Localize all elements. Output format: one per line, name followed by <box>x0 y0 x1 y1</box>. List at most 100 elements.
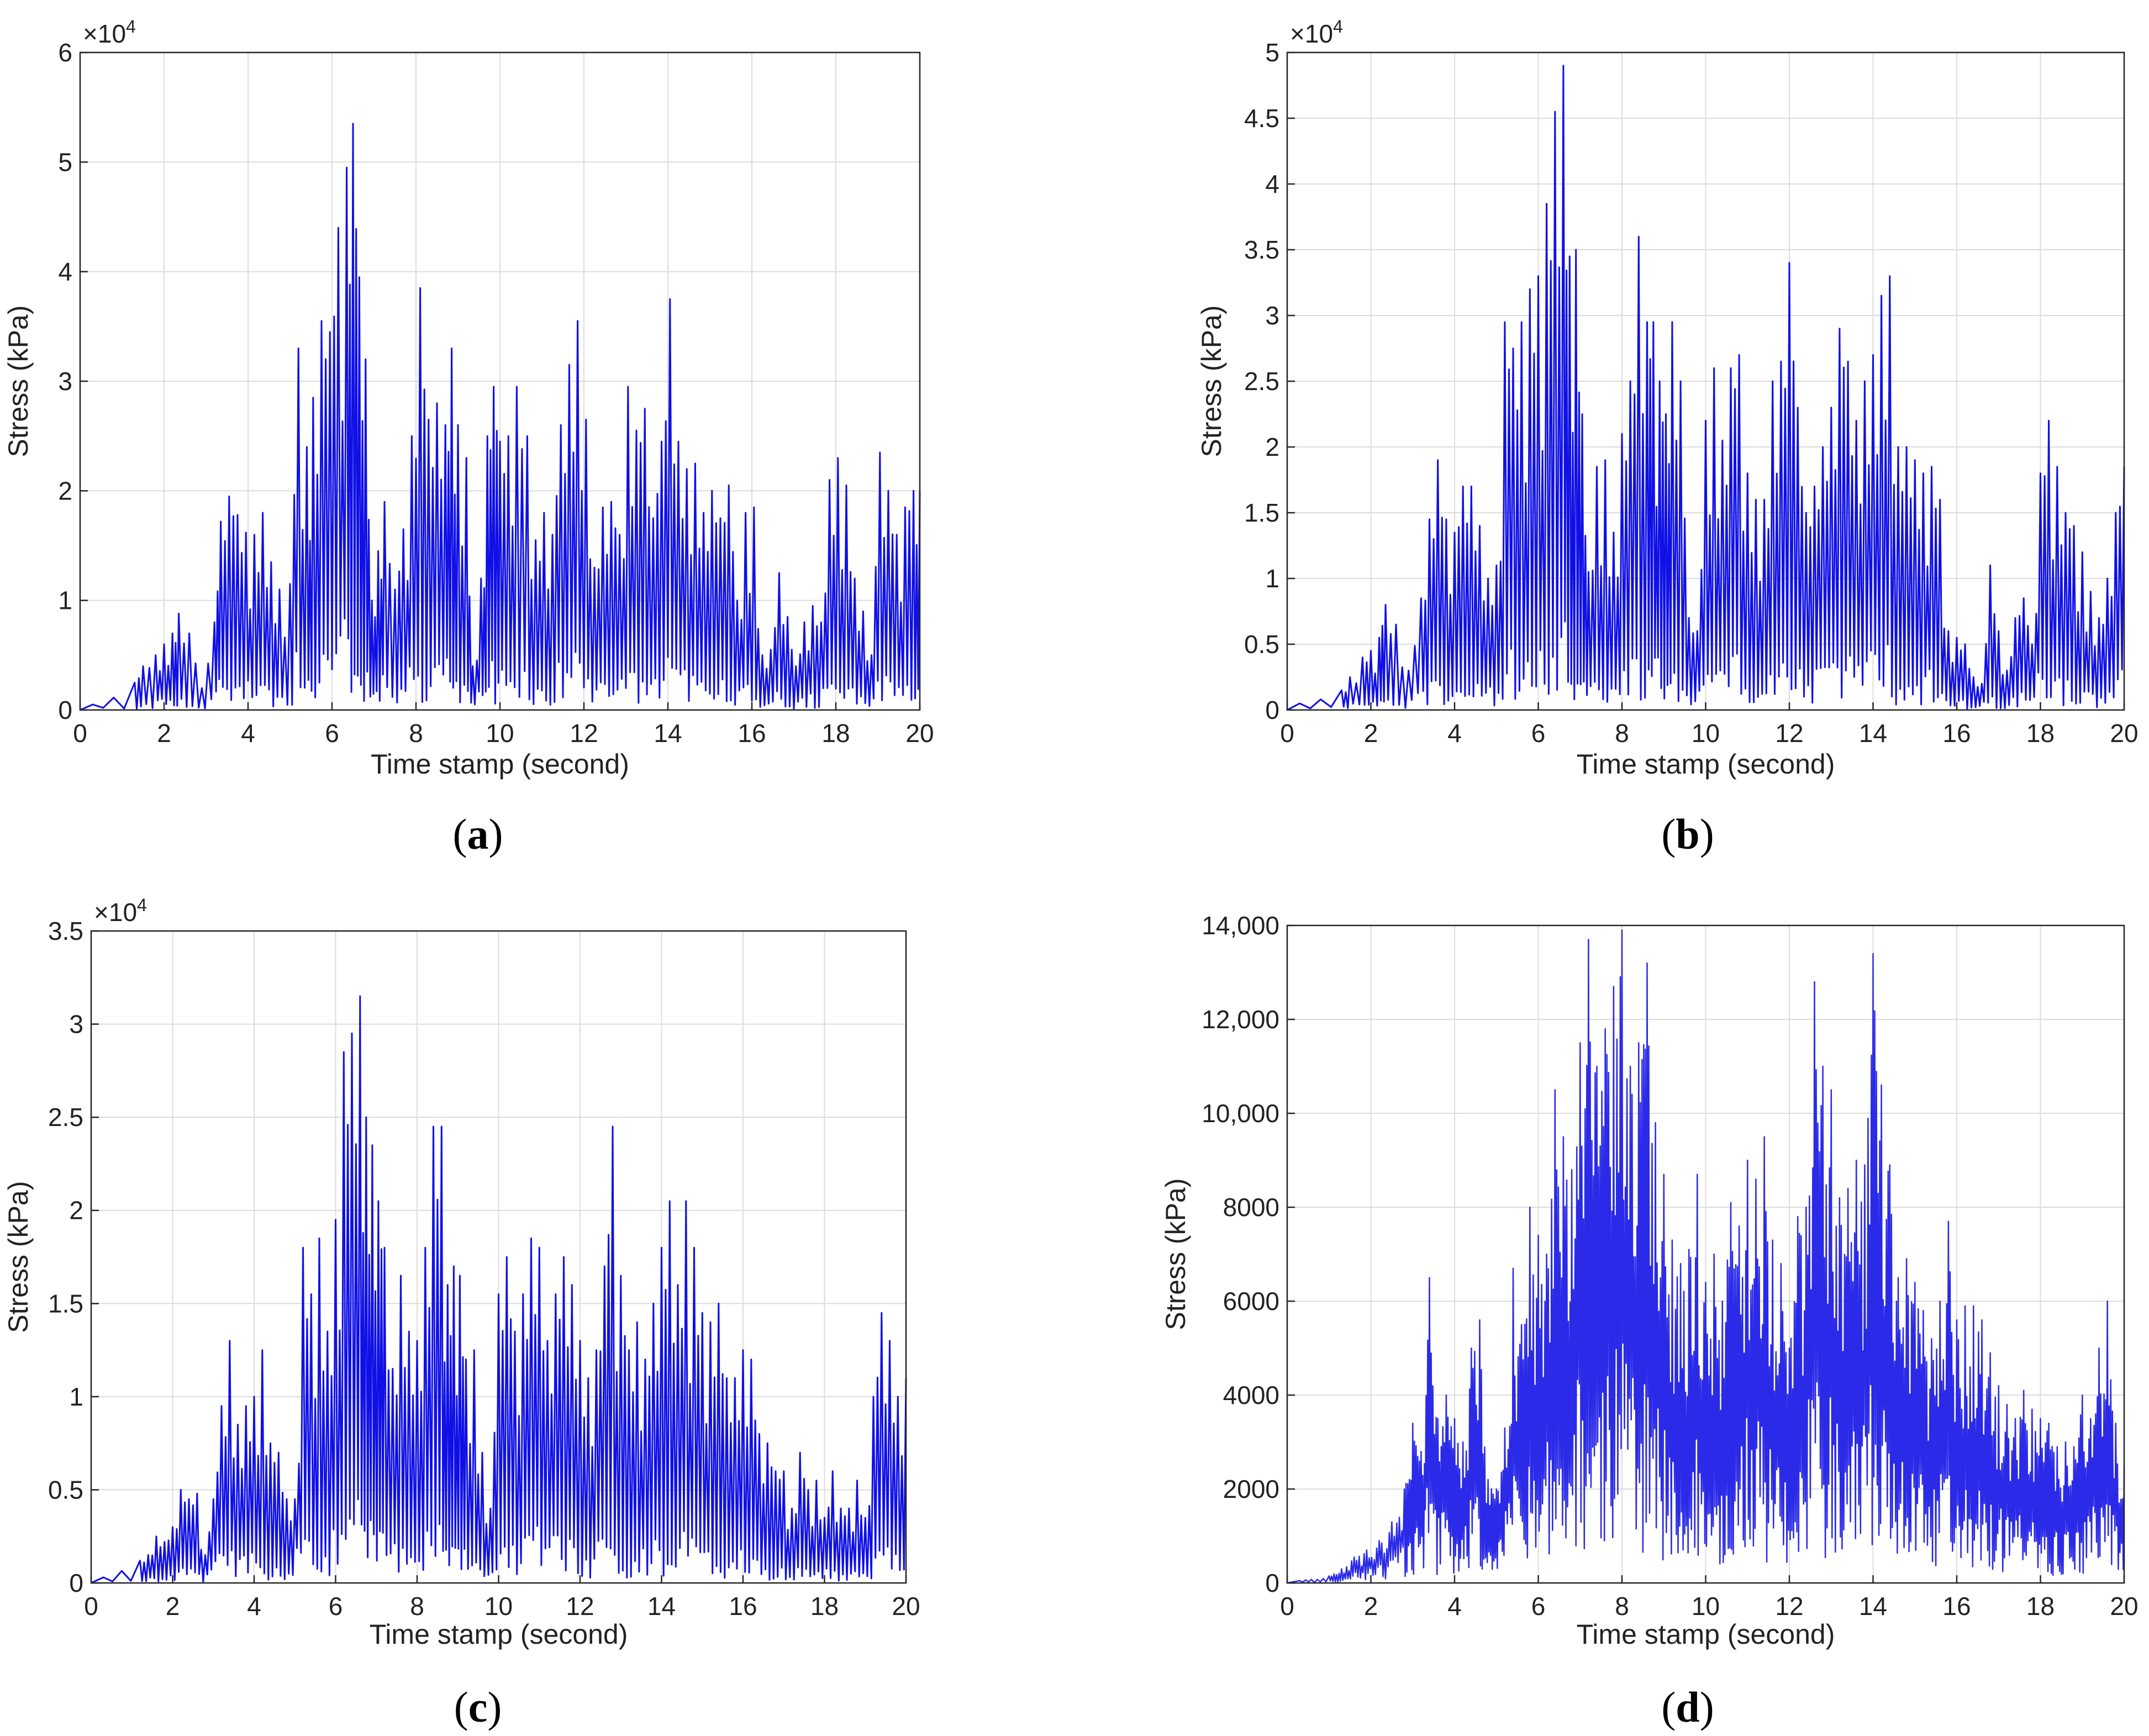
x-tick-label: 16 <box>729 1592 757 1621</box>
y-tick-label: 4.5 <box>1244 104 1279 133</box>
y-axis-title: Stress (kPa) <box>1160 1178 1191 1330</box>
y-tick-label: 8000 <box>1223 1193 1279 1222</box>
x-tick-label: 18 <box>821 719 850 748</box>
x-tick-label: 14 <box>647 1592 676 1621</box>
y-exponent-label: ×104 <box>83 17 136 48</box>
x-tick-label: 10 <box>1692 1592 1720 1621</box>
x-axis: 0 2 4 6 8 10 12 14 16 18 20 <box>73 702 934 748</box>
x-axis: 0 2 4 6 8 10 12 14 16 18 20 <box>84 1575 920 1621</box>
x-axis-title: Time stamp (second) <box>370 1619 628 1650</box>
chart-panel-c: 0 2 4 6 8 10 12 14 16 18 20 0 0.5 1 1.5 2 2.5 3 3.5 ×104 Tim… <box>3 895 920 1650</box>
y-tick-label: 3 <box>58 367 72 396</box>
x-tick-label: 0 <box>1280 1592 1294 1621</box>
y-tick-label: 2 <box>69 1196 83 1225</box>
y-tick-label: 5 <box>1265 38 1279 67</box>
x-tick-label: 16 <box>1942 719 1971 748</box>
x-tick-label: 18 <box>810 1592 839 1621</box>
y-tick-label: 10,000 <box>1202 1099 1279 1128</box>
y-axis-title: Stress (kPa) <box>3 305 34 457</box>
x-tick-label: 14 <box>1859 719 1887 748</box>
caption-d: (d) <box>1661 1683 1714 1731</box>
series-line-stress <box>1287 929 2125 1584</box>
x-tick-label: 8 <box>1615 1592 1629 1621</box>
y-axis-title: Stress (kPa) <box>3 1181 34 1333</box>
y-tick-label: 6000 <box>1223 1287 1279 1316</box>
y-axis: 0 0.5 1 1.5 2 2.5 3 3.5 <box>48 917 99 1597</box>
y-axis-title: Stress (kPa) <box>1196 305 1227 457</box>
x-tick-label: 10 <box>484 1592 513 1621</box>
y-tick-label: 0 <box>58 696 72 724</box>
y-axis: 0 1 2 3 4 5 6 <box>58 38 88 724</box>
x-axis-title: Time stamp (second) <box>1577 1619 1835 1650</box>
y-tick-label: 4 <box>58 257 72 286</box>
y-tick-label: 2.5 <box>48 1103 83 1132</box>
x-tick-label: 6 <box>325 719 339 748</box>
x-tick-label: 0 <box>1280 719 1294 748</box>
x-tick-label: 10 <box>486 719 514 748</box>
x-tick-label: 12 <box>1775 719 1803 748</box>
x-axis: 0 2 4 6 8 10 12 14 16 18 20 <box>1280 1575 2139 1621</box>
x-tick-label: 18 <box>2026 719 2055 748</box>
x-tick-label: 20 <box>905 719 934 748</box>
x-tick-label: 14 <box>1859 1592 1887 1621</box>
x-tick-label: 2 <box>1364 1592 1378 1621</box>
x-axis-title: Time stamp (second) <box>1577 749 1835 780</box>
x-tick-label: 2 <box>157 719 171 748</box>
x-tick-label: 12 <box>570 719 598 748</box>
x-axis-title: Time stamp (second) <box>371 749 629 780</box>
y-tick-label: 3 <box>1265 301 1279 330</box>
y-tick-label: 0 <box>1265 696 1279 724</box>
x-tick-label: 6 <box>329 1592 343 1621</box>
x-tick-label: 14 <box>654 719 682 748</box>
y-tick-label: 12,000 <box>1202 1005 1279 1034</box>
x-tick-label: 12 <box>566 1592 594 1621</box>
y-tick-label: 3.5 <box>48 917 83 945</box>
x-tick-label: 4 <box>247 1592 261 1621</box>
x-tick-label: 6 <box>1531 1592 1546 1621</box>
x-tick-label: 20 <box>892 1592 920 1621</box>
y-tick-label: 2 <box>1265 433 1279 461</box>
x-tick-label: 2 <box>166 1592 180 1621</box>
x-tick-label: 16 <box>738 719 766 748</box>
x-tick-label: 0 <box>84 1592 98 1621</box>
x-tick-label: 18 <box>2026 1592 2055 1621</box>
y-tick-label: 14,000 <box>1202 911 1279 940</box>
x-tick-label: 20 <box>2110 1592 2138 1621</box>
y-tick-label: 2.5 <box>1244 367 1279 396</box>
y-axis: 0 2000 4000 6000 8000 10,000 12,000 14,000 <box>1202 911 1295 1597</box>
y-exponent-power: 4 <box>137 895 147 915</box>
x-axis: 0 2 4 6 8 10 12 14 16 18 20 <box>1280 702 2139 748</box>
caption-b: (b) <box>1661 810 1714 858</box>
series-line-stress <box>1287 65 2125 711</box>
y-exponent-label: ×104 <box>94 895 147 927</box>
x-tick-label: 20 <box>2110 719 2138 748</box>
y-tick-label: 3 <box>69 1010 83 1039</box>
y-tick-label: 0 <box>69 1569 83 1597</box>
x-tick-label: 4 <box>1447 719 1462 748</box>
y-tick-label: 4000 <box>1223 1381 1279 1409</box>
x-tick-label: 12 <box>1775 1592 1803 1621</box>
y-tick-label: 0 <box>1265 1569 1279 1597</box>
x-tick-label: 16 <box>1942 1592 1971 1621</box>
y-tick-label: 2000 <box>1223 1475 1279 1503</box>
y-exponent-label: ×104 <box>1290 17 1343 48</box>
x-tick-label: 8 <box>1615 719 1629 748</box>
y-tick-label: 1.5 <box>48 1289 83 1318</box>
caption-a: (a) <box>452 810 503 858</box>
x-tick-label: 6 <box>1531 719 1546 748</box>
x-tick-label: 8 <box>409 719 423 748</box>
y-tick-label: 5 <box>58 148 72 176</box>
x-tick-label: 8 <box>410 1592 424 1621</box>
chart-panel-d: 0 2 4 6 8 10 12 14 16 18 20 0 2000 4000 6000 8000 10,000… <box>1160 911 2139 1650</box>
chart-panel-b: 0 2 4 6 8 10 12 14 16 18 20 0 0.5 1 1.5 2 2.5 3 3.5 4 4.5 5 ×1… <box>1196 17 2139 780</box>
series-line-stress <box>91 995 907 1584</box>
y-tick-label: 1 <box>58 586 72 615</box>
x-tick-label: 4 <box>241 719 255 748</box>
y-tick-label: 2 <box>58 476 72 505</box>
y-tick-label: 1 <box>69 1382 83 1411</box>
x-tick-label: 2 <box>1364 719 1378 748</box>
caption-c: (c) <box>454 1683 502 1731</box>
x-tick-label: 0 <box>73 719 87 748</box>
y-tick-label: 4 <box>1265 170 1279 198</box>
y-tick-label: 0.5 <box>1244 630 1279 659</box>
